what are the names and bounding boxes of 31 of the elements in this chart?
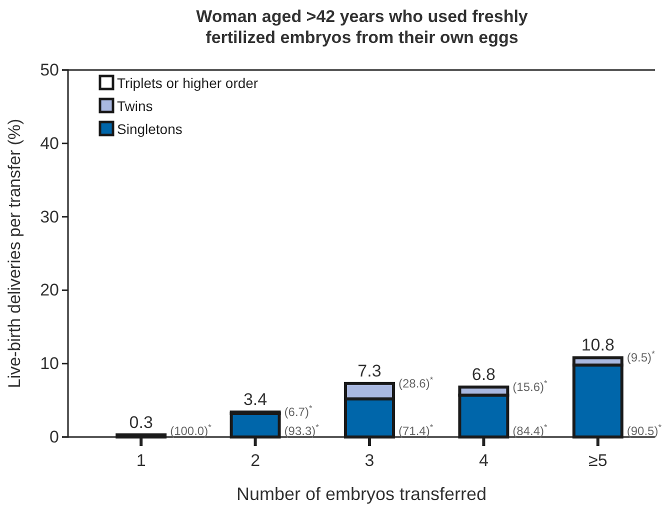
x-tick-label: ≥5 (588, 451, 608, 470)
total-label: 6.8 (472, 365, 496, 384)
total-label: 7.3 (358, 361, 382, 380)
legend-label: Twins (117, 98, 153, 114)
x-tick-label: 1 (136, 451, 146, 470)
annotation: (90.5)$^{*}$ (626, 422, 662, 438)
y-tick-label: 0 (50, 427, 59, 446)
annotation: (9.5)$^{*}$ (626, 348, 656, 365)
y-tick-label: 40 (40, 134, 59, 153)
annotation: (71.4)$^{*}$ (398, 422, 434, 438)
total-label: 0.3 (129, 412, 153, 432)
annotation: (28.6)$^{*}$ (398, 374, 434, 390)
y-tick-label: 30 (40, 207, 59, 226)
legend-label: Singletons (117, 121, 182, 137)
x-axis-title: Number of embryos transferred (236, 484, 487, 504)
y-tick-label: 50 (40, 60, 59, 80)
total-label: 10.8 (581, 336, 614, 355)
y-tick-label: 20 (40, 280, 59, 300)
x-tick-label: 4 (478, 451, 488, 470)
chart-title: Woman aged >42 years who used freshly fertilized embryos from their own eggs (196, 7, 528, 47)
x-tick-label: 2 (250, 451, 260, 470)
total-label: 3.4 (243, 390, 268, 410)
annotation: (6.7)$^{*}$ (284, 403, 313, 420)
annotation: (15.6)$^{*}$ (512, 378, 548, 394)
annotation: (100.0)$^{*}$ (170, 422, 212, 438)
annotation: (93.3)$^{*}$ (284, 422, 320, 438)
legend-label: Triplets or higher order (117, 75, 258, 91)
y-tick-label: 10 (40, 354, 59, 374)
annotation: (84.4)$^{*}$ (512, 422, 548, 438)
y-axis-title: Live-birth deliveries per transfer (%) (5, 118, 24, 388)
x-tick-label: 3 (364, 451, 374, 470)
